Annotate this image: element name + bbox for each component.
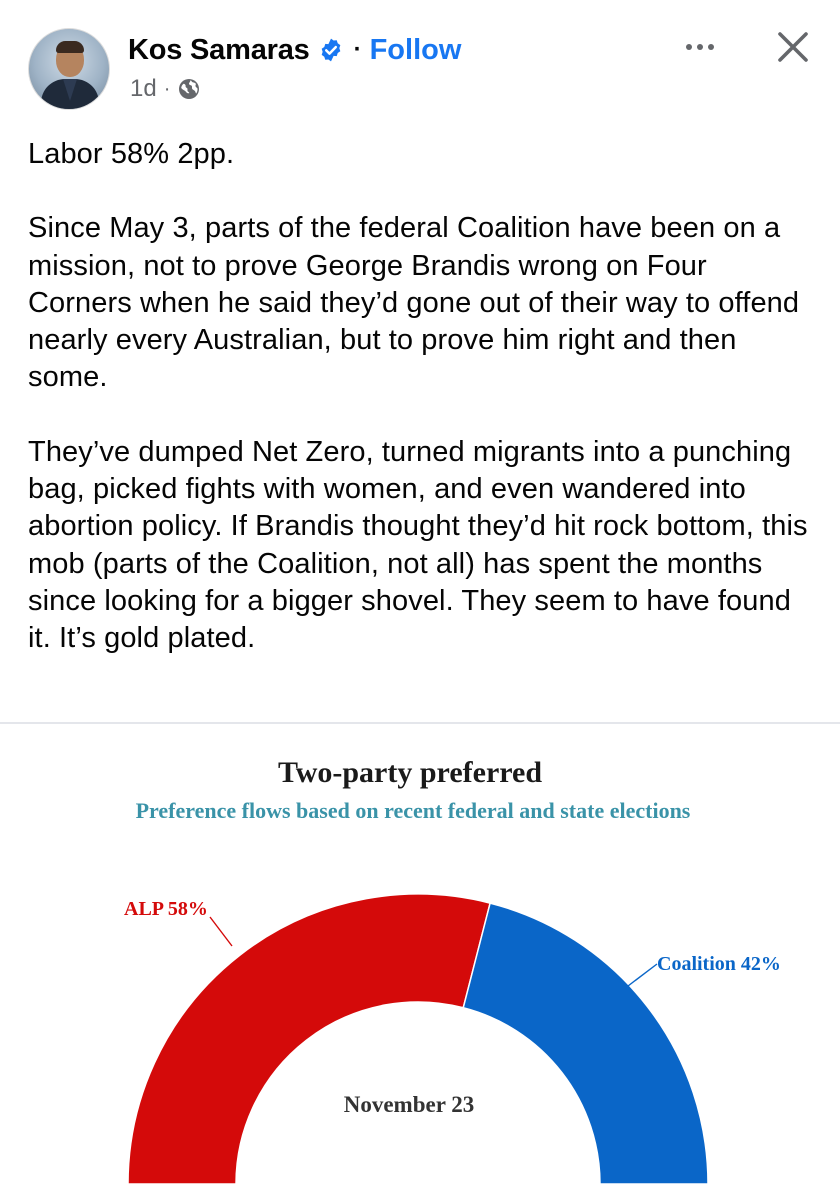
chart-leader-line	[209, 916, 233, 947]
two-party-preferred-chart: Two-party preferred Preference flows bas…	[124, 756, 781, 1185]
chart-slice-label: ALP 58%	[124, 898, 208, 920]
post-timestamp[interactable]: 1d	[130, 75, 157, 102]
chart-slices	[127, 893, 709, 1185]
chart-labels: ALP 58% Coalition 42%	[124, 898, 781, 987]
author-row: Kos Samaras · Follow	[128, 30, 461, 70]
author-name[interactable]: Kos Samaras	[128, 33, 310, 66]
globe-icon	[179, 79, 200, 99]
post-header: Kos Samaras · Follow 1d ·	[0, 0, 840, 125]
chart-slice-label: Coalition 42%	[657, 953, 781, 975]
content-divider	[0, 722, 840, 724]
chart-subtitle: Preference flows based on recent federal…	[136, 798, 691, 823]
author-avatar[interactable]	[28, 28, 110, 110]
chart-leader-line	[627, 963, 658, 987]
chart-center-label: November 23	[344, 1092, 475, 1117]
post-paragraph: They’ve dumped Net Zero, turned migrants…	[28, 435, 808, 655]
chart-title: Two-party preferred	[278, 756, 542, 789]
more-options-icon[interactable]	[677, 28, 723, 66]
post-body: Labor 58% 2pp. Since May 3, parts of the…	[28, 136, 818, 658]
verified-badge-icon	[321, 38, 340, 62]
chart-slice-coalition	[462, 902, 709, 1185]
chart-slice-alp	[127, 893, 492, 1185]
post-image-chart[interactable]: Two-party preferred Preference flows bas…	[0, 724, 840, 1200]
meta-separator: ·	[163, 77, 171, 100]
name-separator: ·	[353, 36, 362, 63]
post-paragraph: Labor 58% 2pp.	[28, 138, 235, 170]
post-meta: 1d ·	[130, 74, 201, 104]
follow-button[interactable]: Follow	[369, 33, 462, 66]
post-paragraph: Since May 3, parts of the federal Coalit…	[28, 212, 800, 394]
close-icon[interactable]	[772, 26, 814, 68]
